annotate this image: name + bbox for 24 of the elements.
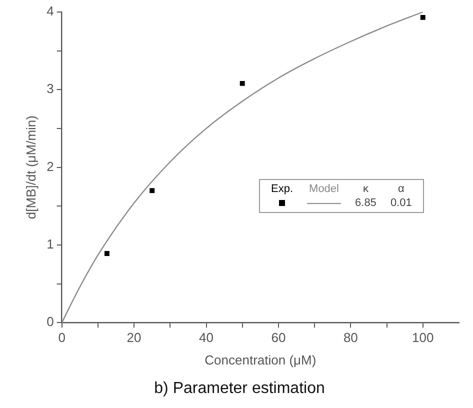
x-tick-label: 0 <box>58 330 66 345</box>
text: Exp. <box>270 182 294 196</box>
y-tick-label: 2 <box>46 158 54 174</box>
x-tick-label: 40 <box>199 330 214 345</box>
annotation: α <box>396 182 406 196</box>
text: b) Parameter estimation <box>154 380 325 397</box>
annotation: 6.85 <box>354 196 378 210</box>
text: Model <box>308 182 340 196</box>
y-tick-label: 1 <box>46 236 54 252</box>
point <box>104 251 110 256</box>
y-tick-label: 3 <box>46 81 54 96</box>
y-tick-label: 0 <box>46 314 54 330</box>
y-tick-label: 4 <box>46 4 54 19</box>
x-tick-label: 20 <box>126 330 142 345</box>
point <box>420 14 426 20</box>
annotation: κ <box>362 182 370 196</box>
x-tick-label: 80 <box>343 330 358 345</box>
point <box>150 188 155 194</box>
y-axis-title: d[MB]/dt (μM/min) <box>23 116 38 220</box>
annotation: 0.01 <box>389 196 413 210</box>
x-tick-label: 100 <box>412 330 434 345</box>
point <box>240 80 245 86</box>
x-axis-title: Concentration (μM) <box>204 352 316 368</box>
x-tick-label: 60 <box>271 330 286 345</box>
